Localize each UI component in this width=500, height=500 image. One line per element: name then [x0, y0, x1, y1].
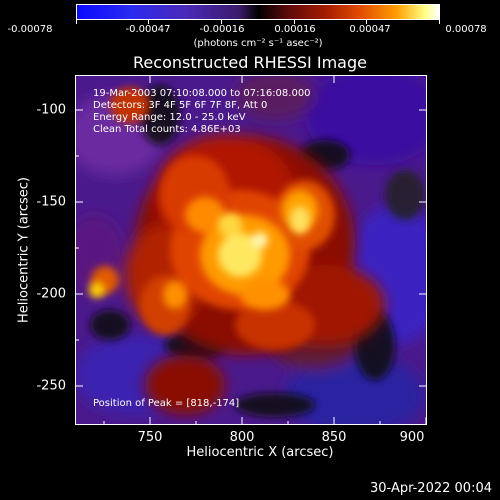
date-stamp: 30-Apr-2022 00:04: [370, 481, 492, 496]
colorbar-tick-mark: [294, 20, 295, 24]
y-tick-label: -200: [36, 286, 66, 302]
colorbar-tick-label: -0.00047: [125, 24, 171, 35]
colorbar-tick-mark: [148, 20, 149, 24]
annotation-peak: Position of Peak = [818,-174]: [93, 398, 240, 409]
colorbar-tick-label: 0.00047: [349, 24, 391, 35]
colorbar-tick-label: 0.00078: [445, 24, 487, 35]
x-tick-label: 900: [399, 430, 425, 445]
x-tick-label: 800: [229, 430, 255, 445]
x-axis-ticks: [103, 75, 427, 425]
y-axis-label: Heliocentric Y (arcsec): [16, 177, 32, 323]
colorbar: [76, 4, 440, 20]
y-tick-label: -250: [36, 378, 66, 394]
colorbar-tick-mark: [221, 20, 222, 24]
x-tick-label: 750: [137, 430, 163, 445]
annotation-detectors: Detectors: 3F 4F 5F 6F 7F 8F, Att 0: [93, 100, 268, 111]
y-tick-label: -100: [36, 102, 66, 118]
colorbar-units: (photons cm⁻² s⁻¹ asec⁻²): [193, 38, 323, 49]
colorbar-tick-label: -0.00016: [199, 24, 245, 35]
annotation-energy: Energy Range: 12.0 - 25.0 keV: [93, 112, 246, 123]
x-axis-label: Heliocentric X (arcsec): [186, 445, 334, 460]
colorbar-tick-mark: [439, 20, 440, 24]
colorbar-tick-mark: [366, 20, 367, 24]
annotation-time: 19-Mar-2003 07:10:08.000 to 07:16:08.000: [93, 88, 311, 99]
plot-frame: [75, 75, 427, 425]
colorbar-tick-label: -0.00078: [7, 24, 53, 35]
y-tick-label: -150: [36, 194, 66, 210]
heatmap-image: [75, 75, 427, 425]
colorbar-tick-mark: [76, 20, 77, 24]
chart-title: Reconstructed RHESSI Image: [133, 53, 367, 72]
x-tick-label: 850: [321, 430, 347, 445]
annotation-clean: Clean Total counts: 4.86E+03: [93, 124, 241, 135]
colorbar-tick-label: 0.00016: [274, 24, 316, 35]
heatmap-plot: [75, 75, 427, 425]
y-axis-ticks: [75, 109, 427, 387]
